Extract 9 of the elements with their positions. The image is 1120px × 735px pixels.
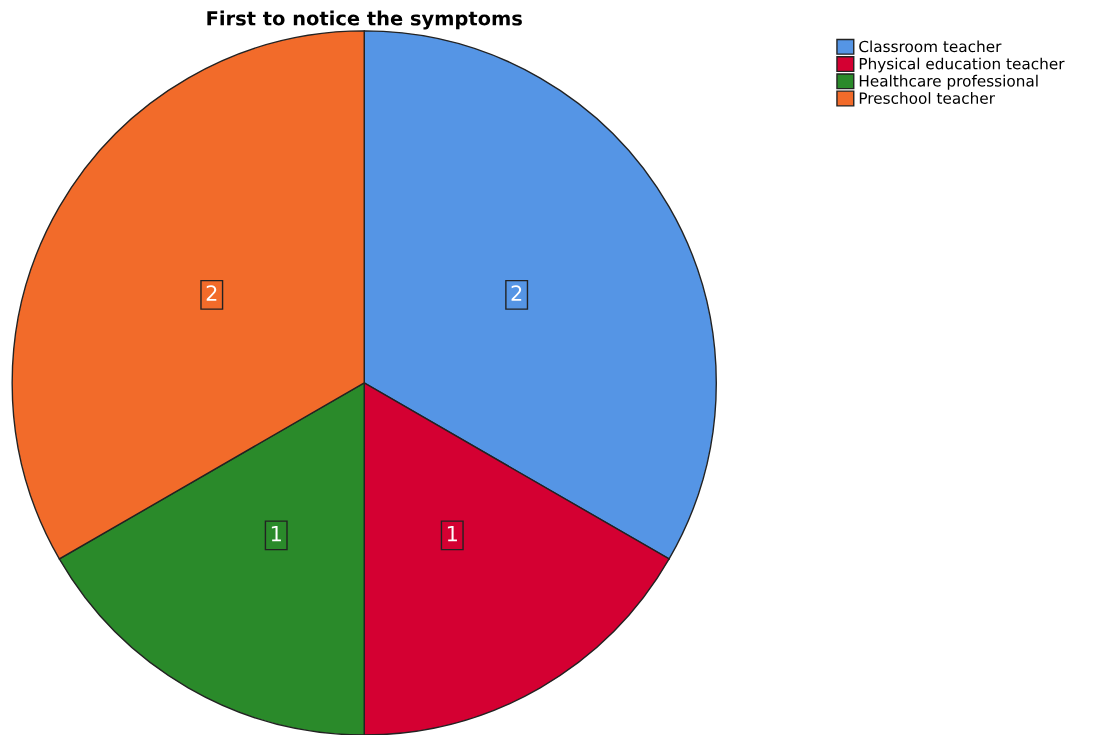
- data-label: 2: [206, 285, 217, 301]
- legend-label: Preschool teacher: [859, 92, 995, 104]
- legend-label: Classroom teacher: [859, 40, 1002, 53]
- chart-title: First to notice the symptoms: [207, 10, 522, 30]
- legend-label: Healthcare professional: [859, 74, 1038, 90]
- data-label: 1: [447, 525, 457, 542]
- data-label: 2: [511, 285, 522, 301]
- data-label: 1: [271, 525, 281, 542]
- legend-label: Physical education teacher: [859, 57, 1065, 73]
